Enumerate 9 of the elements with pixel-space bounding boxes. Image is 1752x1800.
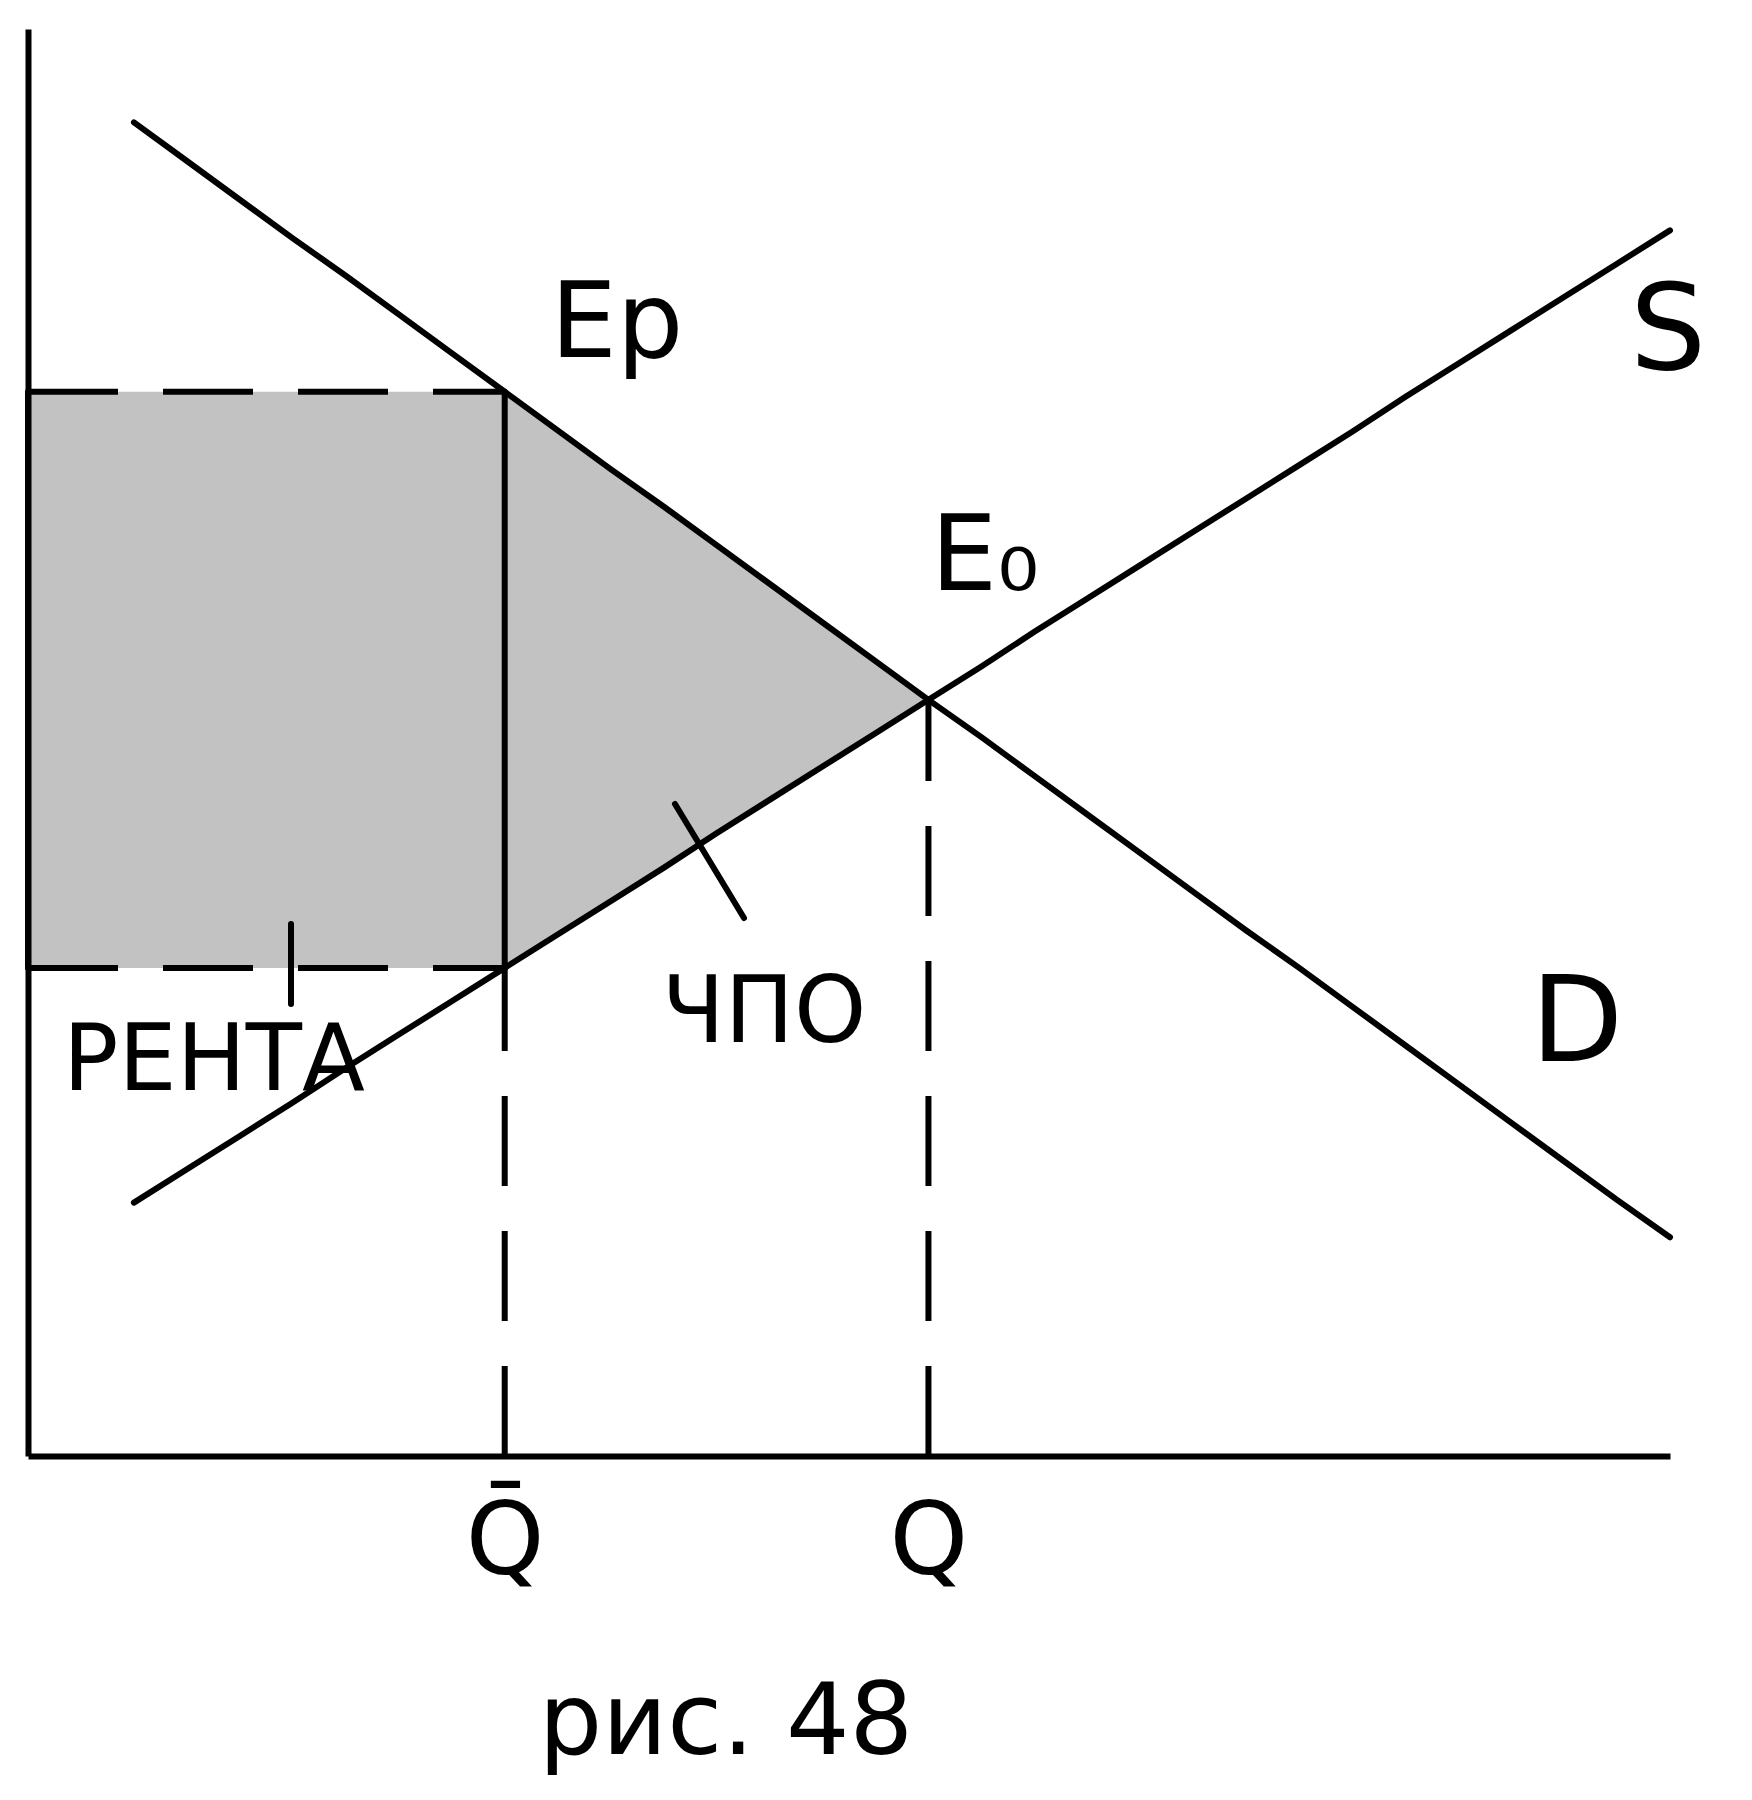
annotation: E₀ xyxy=(930,493,1040,615)
annotation: Ep xyxy=(550,260,684,382)
x-tick-label: Q̄ xyxy=(465,1480,545,1598)
series-label: S xyxy=(1629,258,1707,398)
text: рис. 48 xyxy=(538,1661,914,1778)
x-tick-label: Q xyxy=(889,1480,969,1598)
series-label: D xyxy=(1530,950,1624,1090)
annotation: РЕНТА xyxy=(63,1005,366,1112)
annotation: ЧПО xyxy=(661,957,867,1064)
